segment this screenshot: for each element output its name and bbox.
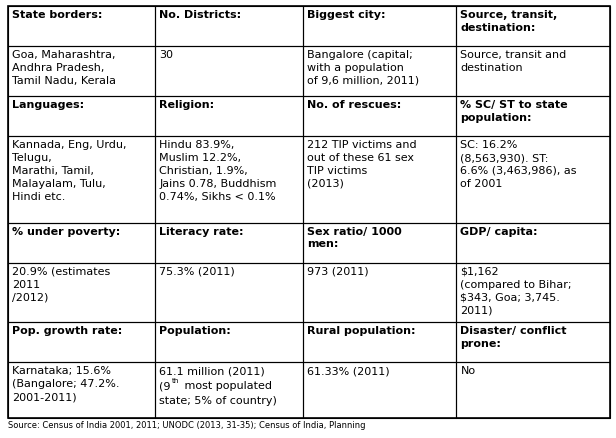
- Text: SC: 16.2%
(8,563,930). ST:
6.6% (3,463,986), as
of 2001: SC: 16.2% (8,563,930). ST: 6.6% (3,463,9…: [461, 140, 577, 189]
- Text: Sex ratio/ 1000
men:: Sex ratio/ 1000 men:: [307, 226, 402, 249]
- Text: Pop. growth rate:: Pop. growth rate:: [12, 326, 122, 336]
- Text: Source: Census of India 2001, 2011; UNODC (2013, 31-35); Census of India, Planni: Source: Census of India 2001, 2011; UNOD…: [8, 421, 365, 430]
- Text: % SC/ ST to state
population:: % SC/ ST to state population:: [461, 100, 568, 123]
- Text: % under poverty:: % under poverty:: [12, 226, 120, 237]
- Text: 30: 30: [160, 50, 174, 60]
- Bar: [8, 223, 155, 263]
- Text: most populated: most populated: [181, 381, 272, 392]
- Text: No. of rescues:: No. of rescues:: [307, 100, 401, 110]
- Bar: [303, 46, 456, 96]
- Text: Karnataka; 15.6%
(Bangalore; 47.2%.
2001-2011): Karnataka; 15.6% (Bangalore; 47.2%. 2001…: [12, 367, 120, 402]
- Bar: [155, 96, 303, 136]
- Bar: [155, 223, 303, 263]
- Text: (9: (9: [160, 381, 171, 392]
- Text: State borders:: State borders:: [12, 10, 102, 20]
- Text: Religion:: Religion:: [160, 100, 214, 110]
- Text: 61.1 million (2011): 61.1 million (2011): [160, 367, 265, 376]
- Bar: [155, 263, 303, 322]
- Text: state; 5% of country): state; 5% of country): [160, 396, 277, 406]
- Text: 75.3% (2011): 75.3% (2011): [160, 267, 235, 277]
- Bar: [155, 136, 303, 223]
- Bar: [155, 322, 303, 362]
- Text: 20.9% (estimates
2011
/2012): 20.9% (estimates 2011 /2012): [12, 267, 110, 302]
- Bar: [8, 46, 155, 96]
- Text: Disaster/ conflict
prone:: Disaster/ conflict prone:: [461, 326, 567, 349]
- Bar: [8, 362, 155, 418]
- Bar: [303, 96, 456, 136]
- Bar: [303, 223, 456, 263]
- Bar: [155, 46, 303, 96]
- Text: Rural population:: Rural population:: [307, 326, 415, 336]
- Bar: [303, 322, 456, 362]
- Text: Goa, Maharashtra,
Andhra Pradesh,
Tamil Nadu, Kerala: Goa, Maharashtra, Andhra Pradesh, Tamil …: [12, 50, 116, 86]
- Text: No. Districts:: No. Districts:: [160, 10, 241, 20]
- Text: th: th: [172, 378, 179, 384]
- Text: 973 (2011): 973 (2011): [307, 267, 368, 277]
- Bar: [8, 96, 155, 136]
- Bar: [155, 6, 303, 46]
- Bar: [8, 322, 155, 362]
- Text: Bangalore (capital;
with a population
of 9,6 million, 2011): Bangalore (capital; with a population of…: [307, 50, 419, 86]
- Bar: [155, 362, 303, 418]
- Text: 61.33% (2011): 61.33% (2011): [307, 367, 389, 376]
- Bar: [456, 46, 610, 96]
- Bar: [456, 322, 610, 362]
- Bar: [8, 6, 155, 46]
- Text: No: No: [461, 367, 476, 376]
- Bar: [456, 136, 610, 223]
- Bar: [456, 362, 610, 418]
- Text: 212 TIP victims and
out of these 61 sex
TIP victims
(2013): 212 TIP victims and out of these 61 sex …: [307, 140, 416, 189]
- Bar: [303, 362, 456, 418]
- Bar: [8, 136, 155, 223]
- Text: Languages:: Languages:: [12, 100, 84, 110]
- Bar: [456, 263, 610, 322]
- Bar: [456, 96, 610, 136]
- Text: Kannada, Eng, Urdu,
Telugu,
Marathi, Tamil,
Malayalam, Tulu,
Hindi etc.: Kannada, Eng, Urdu, Telugu, Marathi, Tam…: [12, 140, 126, 201]
- Text: $1,162
(compared to Bihar;
$343, Goa; 3,745.
2011): $1,162 (compared to Bihar; $343, Goa; 3,…: [461, 267, 572, 315]
- Text: Source, transit and
destination: Source, transit and destination: [461, 50, 567, 73]
- Text: Source, transit,
destination:: Source, transit, destination:: [461, 10, 557, 33]
- Bar: [456, 223, 610, 263]
- Bar: [303, 136, 456, 223]
- Bar: [303, 263, 456, 322]
- Bar: [303, 6, 456, 46]
- Text: Biggest city:: Biggest city:: [307, 10, 386, 20]
- Text: Literacy rate:: Literacy rate:: [160, 226, 244, 237]
- Text: Hindu 83.9%,
Muslim 12.2%,
Christian, 1.9%,
Jains 0.78, Buddhism
0.74%, Sikhs < : Hindu 83.9%, Muslim 12.2%, Christian, 1.…: [160, 140, 277, 201]
- Text: Population:: Population:: [160, 326, 231, 336]
- Bar: [456, 6, 610, 46]
- Bar: [8, 263, 155, 322]
- Text: GDP/ capita:: GDP/ capita:: [461, 226, 538, 237]
